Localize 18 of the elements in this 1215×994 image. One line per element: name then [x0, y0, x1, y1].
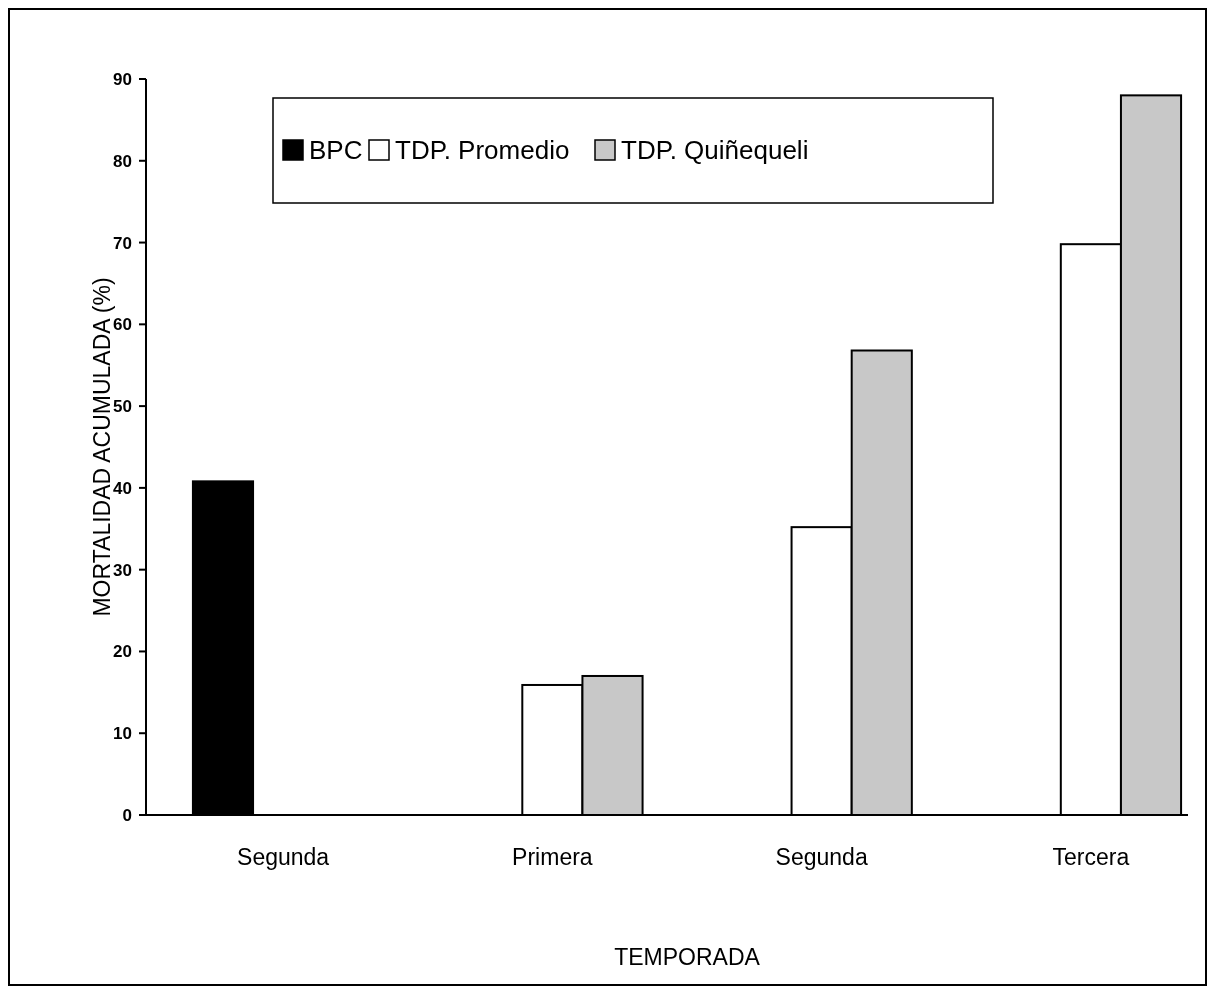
x-tick-label: Primera — [512, 844, 593, 870]
y-tick-label: 0 — [122, 805, 132, 825]
y-tick-label: 30 — [113, 560, 132, 580]
legend-label: TDP. Quiñequeli — [621, 135, 809, 165]
y-tick-label: 60 — [113, 315, 132, 335]
x-axis-title: TEMPORADA — [614, 944, 761, 970]
x-tick-label: Segunda — [775, 844, 868, 870]
y-tick-label: 80 — [113, 151, 132, 171]
legend-label: BPC — [309, 135, 363, 165]
y-tick-label: 90 — [113, 69, 132, 89]
legend-label: TDP. Promedio — [395, 135, 570, 165]
y-tick-label: 10 — [113, 724, 132, 744]
y-tick-label: 70 — [113, 233, 132, 253]
y-tick-label: 20 — [113, 642, 132, 662]
x-tick-label: Tercera — [1052, 844, 1130, 870]
y-tick-label: 40 — [113, 478, 132, 498]
x-tick-label: Segunda — [237, 844, 330, 870]
y-tick-label: 50 — [113, 397, 132, 417]
